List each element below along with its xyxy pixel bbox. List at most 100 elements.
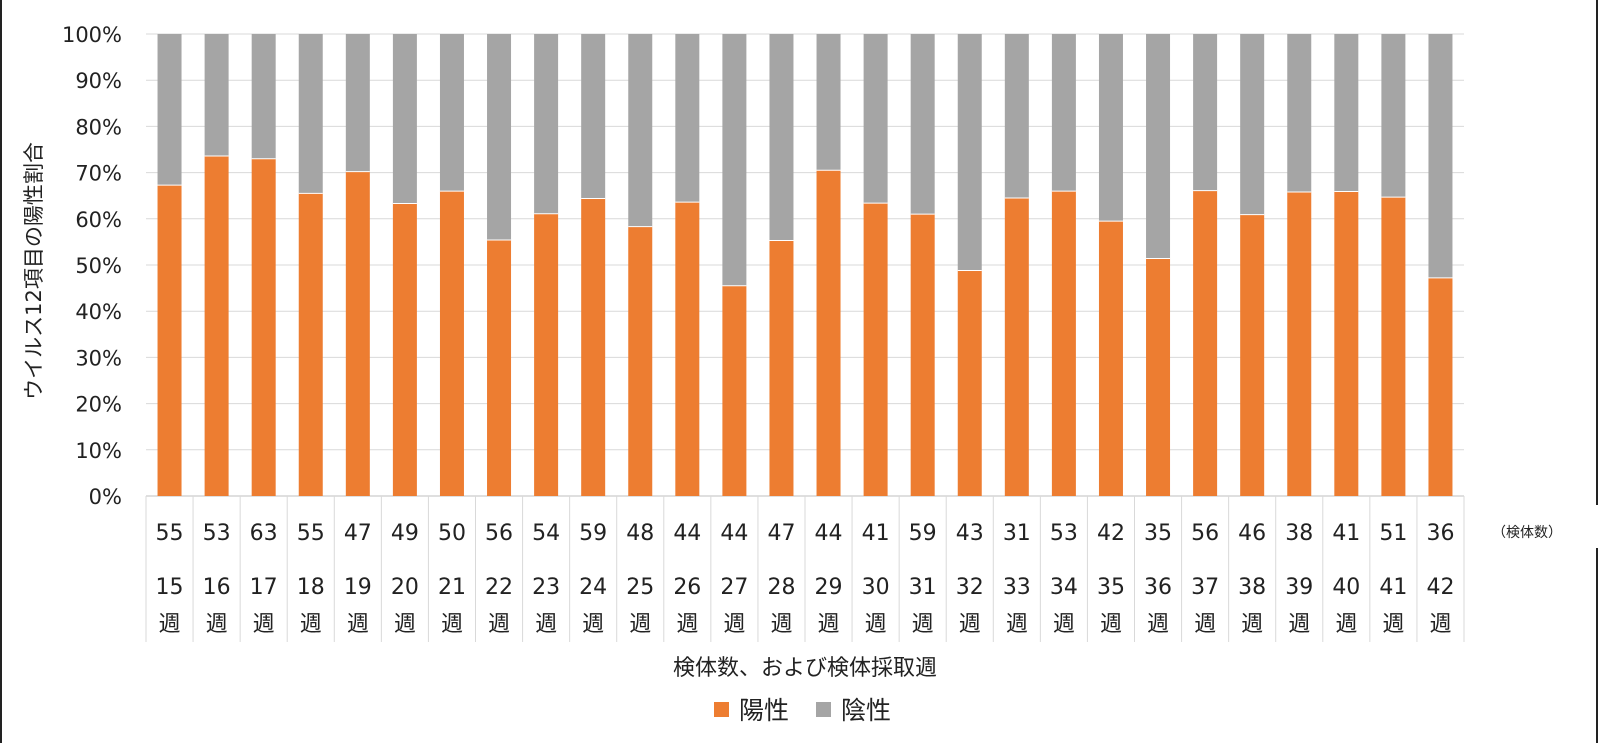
bar-negative xyxy=(628,34,653,227)
week-label: 19 xyxy=(344,575,372,600)
right-border xyxy=(1596,548,1598,743)
count-label: 59 xyxy=(909,521,937,546)
count-label: 41 xyxy=(1332,521,1360,546)
bar-negative xyxy=(1098,34,1123,222)
count-unit-label: （検体数） xyxy=(1492,525,1562,541)
x-axis-title: 検体数、および検体採取週 xyxy=(673,656,937,681)
week-label: 20 xyxy=(391,575,419,600)
bar-negative xyxy=(251,34,276,159)
count-label: 38 xyxy=(1285,521,1313,546)
week-label: 27 xyxy=(720,575,748,600)
bar-positive xyxy=(769,240,794,496)
count-label: 47 xyxy=(344,521,372,546)
week-label: 39 xyxy=(1285,575,1313,600)
bar-positive xyxy=(675,202,700,496)
y-tick-label: 80% xyxy=(75,115,122,139)
bar-positive xyxy=(157,185,182,496)
right-border xyxy=(1596,0,1598,505)
bar-positive xyxy=(581,198,606,497)
legend-swatch-negative xyxy=(816,702,831,717)
bar-negative xyxy=(769,34,794,241)
y-axis-title: ウイルス12項目の陽性割合 xyxy=(22,142,46,400)
y-tick-label: 60% xyxy=(75,208,122,232)
count-label: 53 xyxy=(203,521,231,546)
week-suffix-label: 週 xyxy=(1100,612,1122,637)
y-tick-label: 50% xyxy=(75,254,122,278)
bar-negative xyxy=(1334,34,1359,192)
week-suffix-label: 週 xyxy=(1429,612,1451,637)
bar-positive xyxy=(910,214,935,496)
bar-negative xyxy=(1004,34,1029,199)
count-label: 55 xyxy=(156,521,184,546)
bar-positive xyxy=(1004,198,1029,496)
week-suffix-label: 週 xyxy=(1335,612,1357,637)
bar-negative xyxy=(204,34,229,156)
week-label: 32 xyxy=(956,575,984,600)
bar-positive xyxy=(722,285,747,496)
bar-positive xyxy=(628,226,653,497)
legend-label-negative: 陰性 xyxy=(841,696,891,725)
week-suffix-label: 週 xyxy=(629,612,651,637)
week-label: 31 xyxy=(909,575,937,600)
bar-negative xyxy=(392,34,417,204)
count-label: 35 xyxy=(1144,521,1172,546)
bar-positive xyxy=(863,203,888,497)
week-label: 38 xyxy=(1238,575,1266,600)
bar-positive xyxy=(345,171,370,496)
week-label: 23 xyxy=(532,575,560,600)
bar-negative xyxy=(722,34,747,286)
bar-negative xyxy=(1051,34,1076,192)
bar-negative xyxy=(1240,34,1265,215)
count-label: 47 xyxy=(767,521,795,546)
bar-positive xyxy=(298,193,323,496)
count-label: 51 xyxy=(1379,521,1407,546)
week-label: 21 xyxy=(438,575,466,600)
bar-positive xyxy=(439,191,464,496)
count-label: 44 xyxy=(720,521,748,546)
bar-negative xyxy=(863,34,888,204)
week-label: 36 xyxy=(1144,575,1172,600)
week-suffix-label: 週 xyxy=(818,612,840,637)
count-label: 46 xyxy=(1238,521,1266,546)
bar-negative xyxy=(1146,34,1171,259)
week-suffix-label: 週 xyxy=(912,612,934,637)
week-suffix-label: 週 xyxy=(1288,612,1310,637)
week-label: 22 xyxy=(485,575,513,600)
count-label: 56 xyxy=(485,521,513,546)
bar-positive xyxy=(1287,192,1312,496)
bar-positive xyxy=(487,240,512,496)
y-tick-label: 40% xyxy=(75,300,122,324)
bar-positive xyxy=(1334,191,1359,497)
bar-negative xyxy=(345,34,370,172)
y-tick-label: 10% xyxy=(75,439,122,463)
y-tick-label: 20% xyxy=(75,393,122,417)
legend-label-positive: 陽性 xyxy=(739,696,789,725)
count-label: 50 xyxy=(438,521,466,546)
bar-negative xyxy=(298,34,323,194)
bar-negative xyxy=(957,34,982,271)
week-label: 28 xyxy=(767,575,795,600)
week-label: 25 xyxy=(626,575,654,600)
week-suffix-label: 週 xyxy=(1382,612,1404,637)
count-label: 44 xyxy=(673,521,701,546)
week-suffix-label: 週 xyxy=(676,612,698,637)
bar-negative xyxy=(675,34,700,203)
bar-negative xyxy=(1287,34,1312,193)
week-suffix-label: 週 xyxy=(159,612,181,637)
bar-negative xyxy=(487,34,512,241)
bar-negative xyxy=(910,34,935,215)
bar-negative xyxy=(157,34,182,186)
bar-positive xyxy=(1381,197,1406,496)
y-tick-label: 70% xyxy=(75,162,122,186)
bar-positive xyxy=(1146,258,1171,496)
bar-negative xyxy=(816,34,841,171)
count-label: 54 xyxy=(532,521,560,546)
count-label: 49 xyxy=(391,521,419,546)
week-label: 15 xyxy=(156,575,184,600)
week-suffix-label: 週 xyxy=(488,612,510,637)
bar-positive xyxy=(1193,190,1218,497)
week-label: 35 xyxy=(1097,575,1125,600)
week-label: 26 xyxy=(673,575,701,600)
bar-positive xyxy=(251,158,276,497)
